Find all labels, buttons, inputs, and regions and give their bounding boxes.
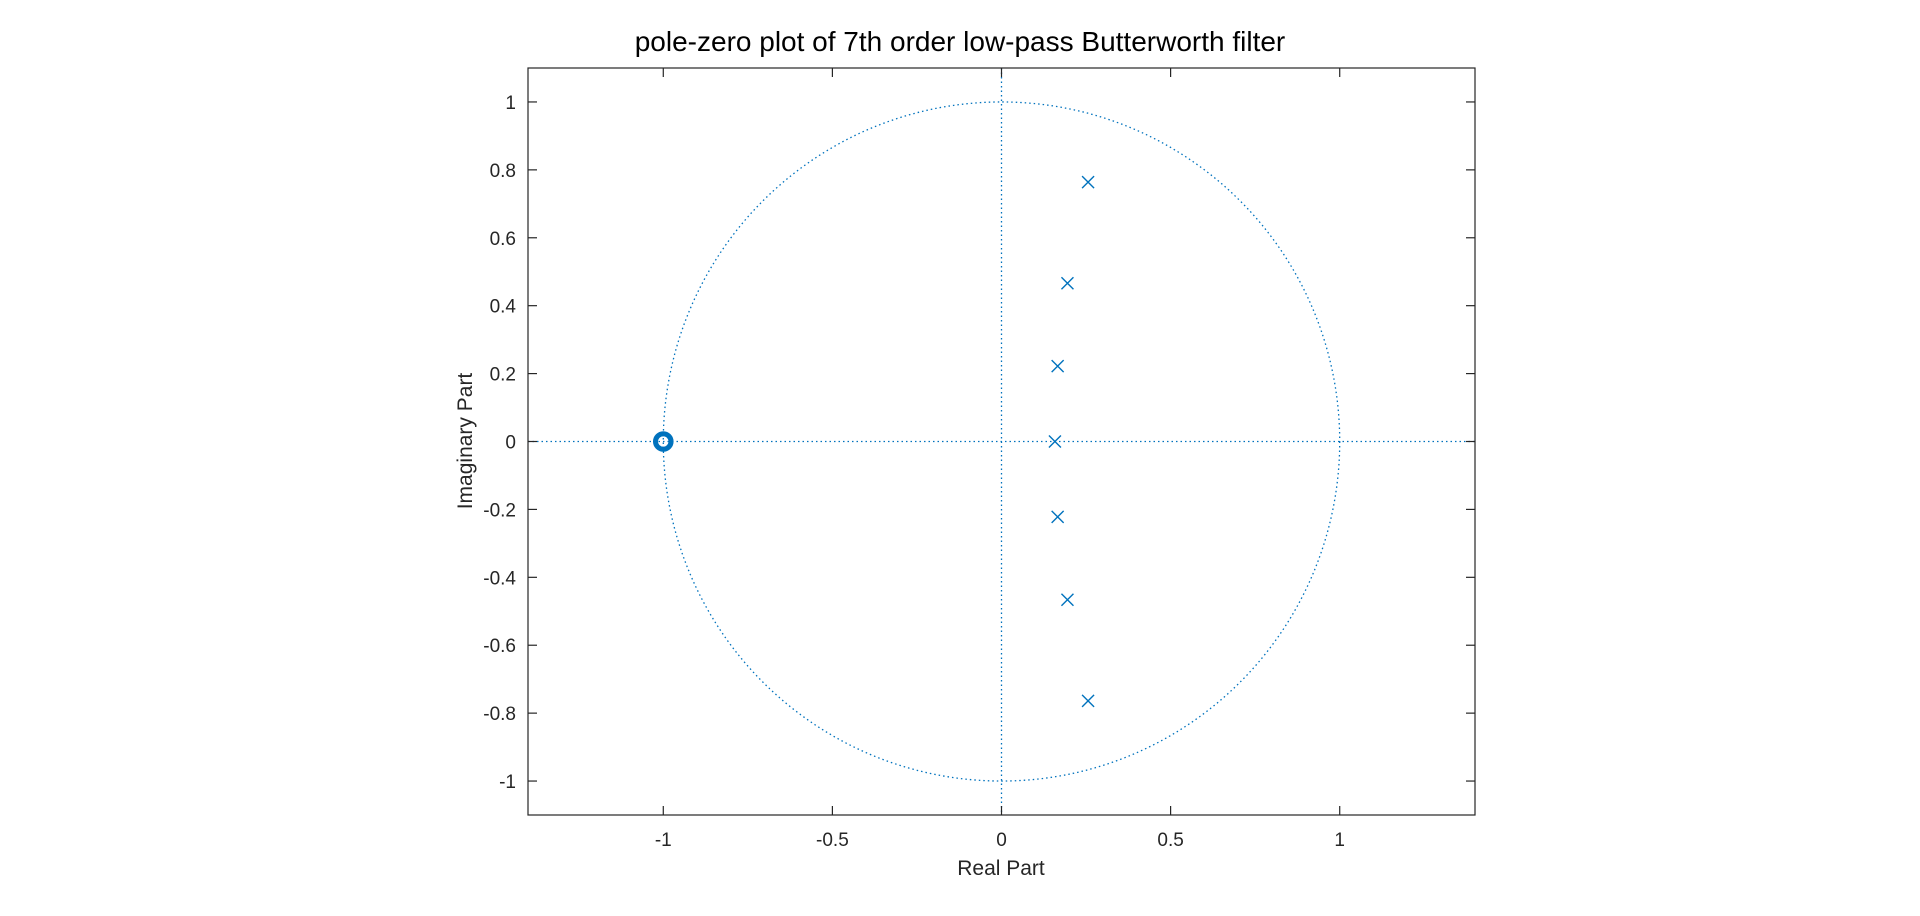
y-tick-label: 1 bbox=[505, 93, 516, 114]
y-tick-label: 0.2 bbox=[490, 365, 516, 386]
y-tick-label: -0.6 bbox=[483, 636, 516, 657]
chart-title: pole-zero plot of 7th order low-pass But… bbox=[635, 26, 1286, 57]
x-tick-label: 0 bbox=[996, 830, 1007, 851]
plot-area: -1 -0.5 0 0.5 1 -1 -0.8 -0.6 -0.4 -0.2 0 0.2 0.4 0.6 0… bbox=[483, 67, 1476, 851]
x-tick-label: -1 bbox=[655, 830, 672, 851]
pole-marker bbox=[1081, 175, 1095, 189]
pole-marker bbox=[1081, 694, 1095, 708]
pole-marker bbox=[1060, 276, 1074, 290]
zero-marker bbox=[655, 433, 672, 450]
y-tick-label: -0.8 bbox=[483, 704, 516, 725]
y-tick-label: 0 bbox=[505, 433, 516, 454]
x-tick-label: 0.5 bbox=[1157, 830, 1183, 851]
x-tick-label: -0.5 bbox=[816, 830, 849, 851]
zero-marker bbox=[656, 434, 670, 449]
y-tick-label: -1 bbox=[499, 772, 516, 793]
unit-circle bbox=[662, 101, 1341, 782]
pole-marker bbox=[1060, 593, 1074, 607]
y-tick-label: 0.6 bbox=[490, 229, 516, 250]
y-axis-label: Imaginary Part bbox=[454, 373, 477, 510]
pole-marker bbox=[1048, 435, 1062, 448]
pole-marker bbox=[1051, 510, 1065, 524]
x-axis-label: Real Part bbox=[957, 857, 1045, 880]
zero-marker bbox=[652, 431, 674, 452]
y-tick-label: 0.8 bbox=[490, 161, 516, 182]
zero-marker bbox=[654, 432, 673, 451]
y-tick-label: -0.4 bbox=[483, 568, 516, 589]
pole-marker bbox=[1051, 359, 1065, 373]
x-tick-label: 1 bbox=[1334, 830, 1345, 851]
y-tick-label: 0.4 bbox=[490, 297, 517, 318]
y-tick-label: -0.2 bbox=[483, 500, 516, 521]
